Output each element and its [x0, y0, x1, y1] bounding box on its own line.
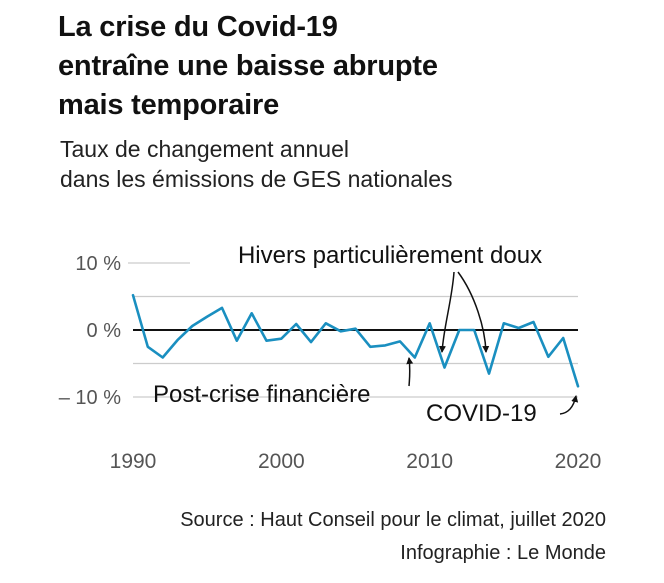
subtitle-line: dans les émissions de GES nationales	[60, 166, 453, 192]
line-chart: 10 % 0 % – 10 % 1990 2000 2010 2020 Hivers pa…	[59, 242, 602, 473]
x-tick-label: 2020	[555, 450, 602, 473]
y-tick-label: – 10 %	[59, 387, 121, 409]
x-tick-label: 1990	[110, 450, 157, 473]
x-tick-label: 2010	[406, 450, 453, 473]
annotation-label: COVID-19	[426, 400, 537, 427]
annotation-label: Hivers particulièrement doux	[238, 242, 542, 269]
annotation-label: Post-crise financière	[153, 381, 370, 408]
y-tick-label: 0 %	[87, 320, 122, 342]
x-axis: 1990 2000 2010 2020	[110, 450, 602, 473]
annotations: Hivers particulièrement doux Post-crise f…	[153, 242, 579, 427]
title-line: La crise du Covid-19	[58, 11, 338, 43]
series-line	[131, 293, 580, 388]
chart-subtitle: Taux de changement annuel dans les émiss…	[60, 134, 620, 194]
title-line: entraîne une baisse abrupte	[58, 50, 438, 82]
x-tick-label: 2000	[258, 450, 305, 473]
series-group	[131, 293, 580, 388]
chart-title: La crise du Covid-19 entraîne une baisse…	[58, 8, 618, 125]
annotation-arrow	[457, 271, 490, 353]
subtitle-line: Taux de changement annuel	[60, 136, 349, 162]
annotation-arrow	[438, 271, 455, 353]
y-axis: 10 % 0 % – 10 %	[59, 253, 121, 409]
annotation-arrow	[406, 357, 414, 387]
title-line: mais temporaire	[58, 89, 280, 121]
annotation-arrow	[559, 395, 579, 415]
source-note: Source : Haut Conseil pour le climat, ju…	[180, 509, 606, 531]
infographic-credit: Infographie : Le Monde	[400, 542, 606, 564]
y-tick-label: 10 %	[75, 253, 121, 275]
